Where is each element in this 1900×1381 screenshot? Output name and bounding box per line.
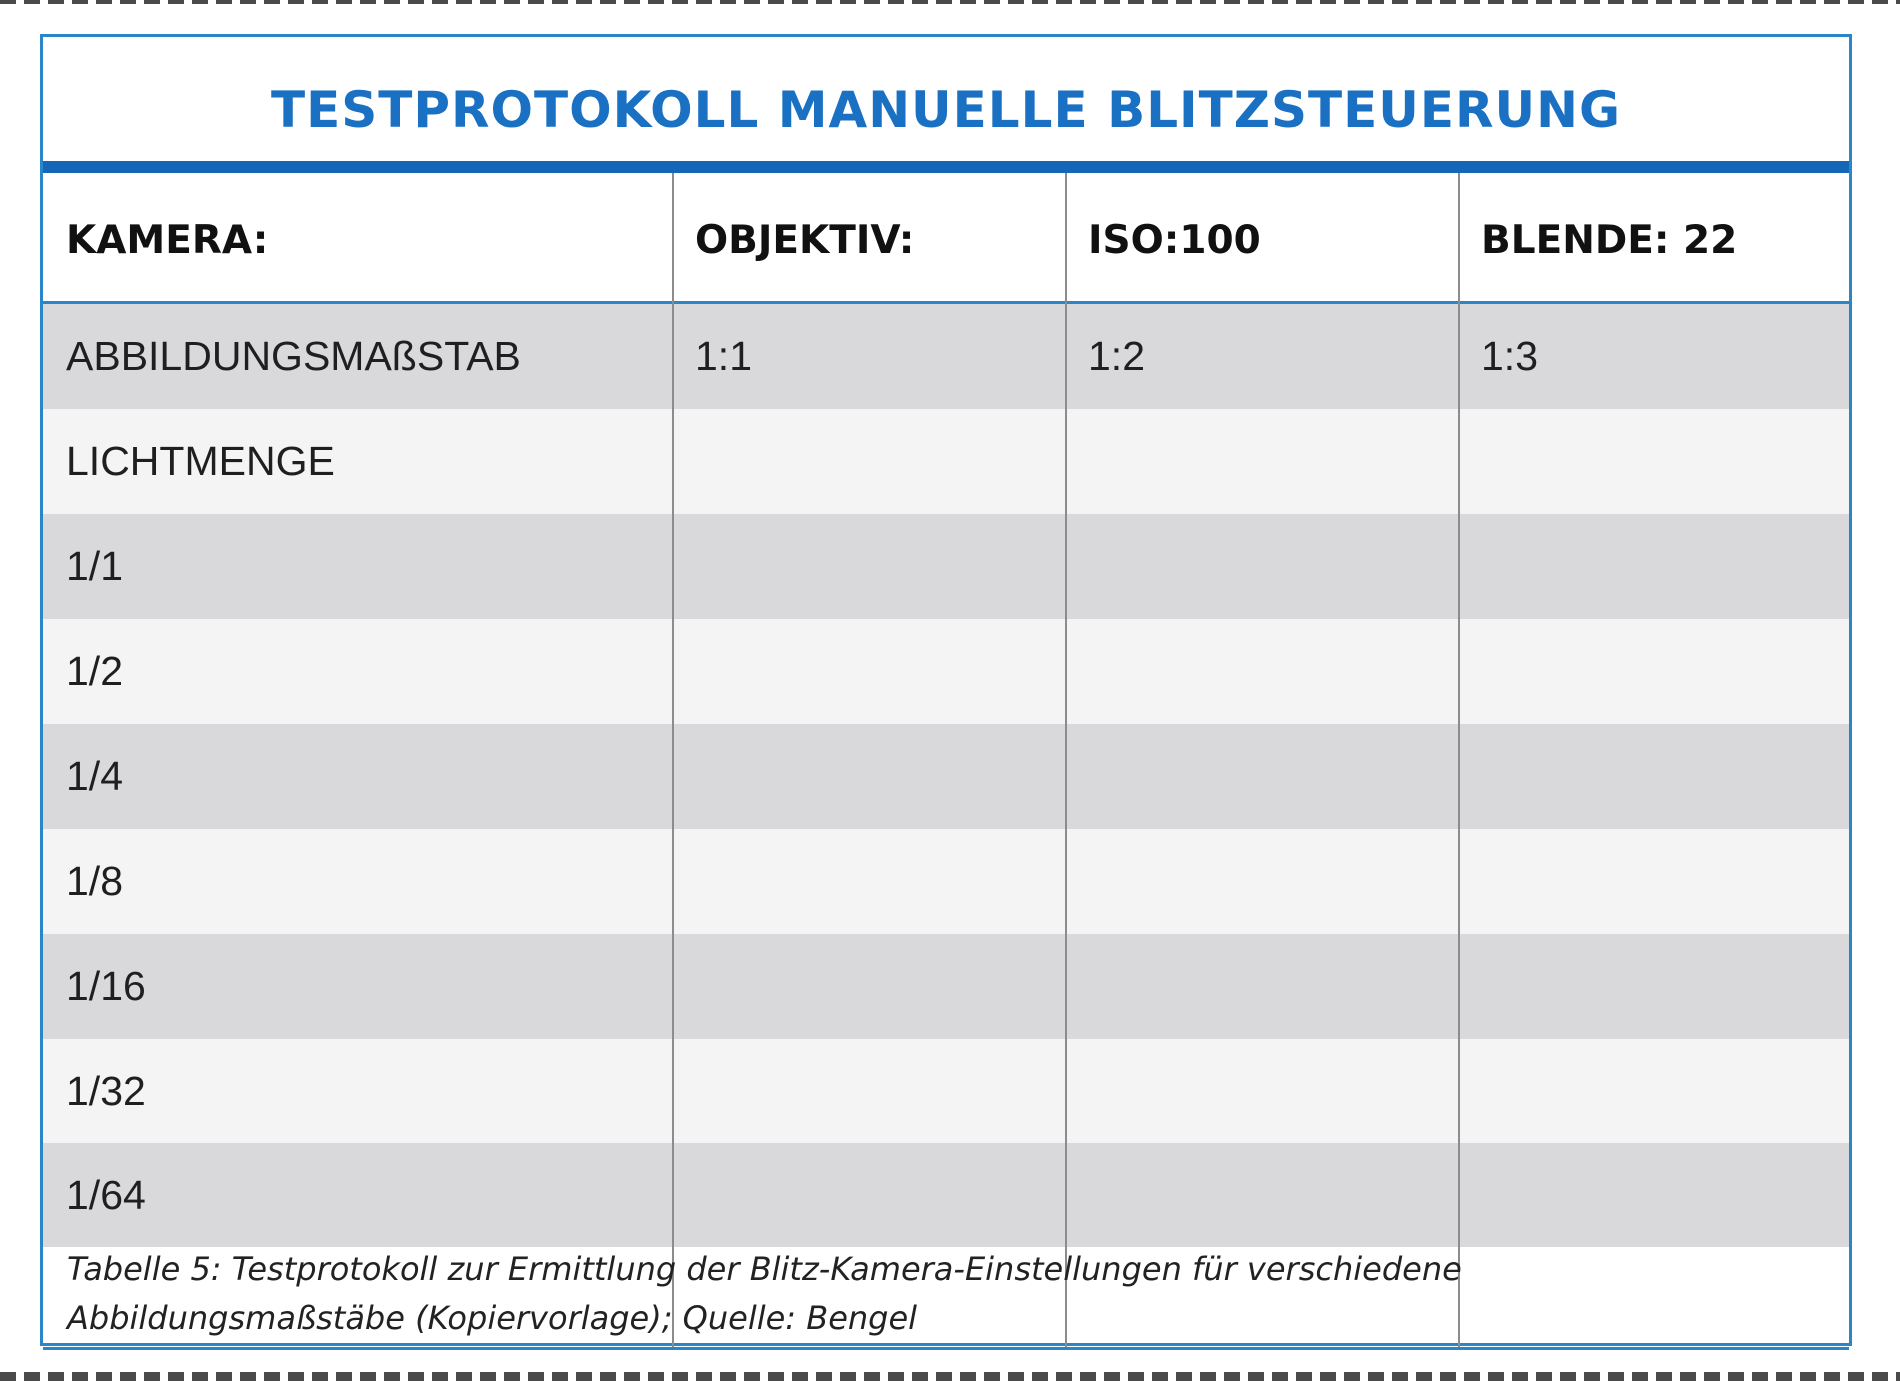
header-divider	[43, 301, 1849, 304]
row-label: 1/32	[66, 1067, 146, 1114]
table-row: 1/16	[43, 934, 1849, 1039]
table-cell	[1065, 1143, 1458, 1247]
table-cell	[1458, 514, 1849, 619]
table-cell	[1458, 1039, 1849, 1143]
column-divider	[1458, 173, 1460, 1347]
caption-line: Abbildungsmaßstäbe (Kopiervorlage); Quel…	[67, 1299, 918, 1337]
table-cell	[1458, 1143, 1849, 1247]
row-label: 1/64	[66, 1171, 146, 1218]
row-label: 1/1	[66, 543, 123, 589]
table-row: LICHTMENGE	[43, 409, 1849, 514]
table-cell	[672, 1143, 1065, 1247]
table-cell	[1065, 934, 1458, 1039]
table-cell	[672, 409, 1065, 514]
table-row: 1/8	[43, 829, 1849, 934]
table-cell	[1458, 409, 1849, 514]
table-cell: 1:2	[1088, 333, 1145, 379]
table-row: ABBILDUNGSMAßSTAB 1:1 1:2 1:3	[43, 304, 1849, 409]
table-cell	[672, 934, 1065, 1039]
row-label: 1/16	[66, 963, 146, 1009]
table-cell	[672, 1039, 1065, 1143]
table-cell	[1458, 829, 1849, 934]
table-cell: 1:1	[695, 333, 752, 379]
title-area: TESTPROTOKOLL MANUELLE BLITZSTEUERUNG	[43, 37, 1849, 163]
table-cell	[672, 724, 1065, 829]
table-bottom-divider	[43, 1347, 1849, 1350]
table-cell	[672, 619, 1065, 724]
table-cell	[1065, 619, 1458, 724]
table-cell	[1065, 514, 1458, 619]
table-row: 1/32	[43, 1039, 1849, 1143]
top-dashed-border	[0, 0, 1900, 4]
table-row: 1/2	[43, 619, 1849, 724]
header-kamera: KAMERA:	[66, 217, 269, 263]
table-cell	[1065, 409, 1458, 514]
caption-line: Tabelle 5: Testprotokoll zur Ermittlung …	[67, 1250, 1462, 1288]
table-cell	[672, 829, 1065, 934]
row-label: ABBILDUNGSMAßSTAB	[66, 333, 521, 379]
header-objektiv: OBJEKTIV:	[695, 217, 915, 263]
row-label: 1/8	[66, 858, 123, 904]
row-label: 1/4	[66, 753, 123, 799]
table-cell	[1065, 829, 1458, 934]
table-caption: Tabelle 5: Testprotokoll zur Ermittlung …	[67, 1245, 1667, 1343]
column-divider	[1065, 173, 1067, 1347]
table-cell	[1458, 619, 1849, 724]
header-blende: BLENDE: 22	[1481, 217, 1738, 263]
table-title: TESTPROTOKOLL MANUELLE BLITZSTEUERUNG	[270, 81, 1622, 139]
protocol-table-frame: TESTPROTOKOLL MANUELLE BLITZSTEUERUNG KA…	[40, 34, 1852, 1350]
bottom-dashed-border	[0, 1372, 1900, 1381]
table-cell	[1065, 1039, 1458, 1143]
column-divider	[672, 173, 674, 1347]
table-cell	[1065, 724, 1458, 829]
row-label: 1/2	[66, 648, 123, 694]
header-iso: ISO:100	[1088, 217, 1261, 263]
table-cell	[672, 514, 1065, 619]
protocol-grid: KAMERA: OBJEKTIV: ISO:100 BLENDE: 22 ABB…	[43, 173, 1849, 1350]
row-label: LICHTMENGE	[66, 438, 335, 484]
table-row: 1/1	[43, 514, 1849, 619]
table-cell	[1458, 724, 1849, 829]
header-row: KAMERA: OBJEKTIV: ISO:100 BLENDE: 22	[43, 173, 1849, 301]
title-divider	[43, 161, 1849, 173]
table-cell: 1:3	[1481, 333, 1538, 379]
table-cell	[1458, 934, 1849, 1039]
table-row: 1/64	[43, 1143, 1849, 1247]
table-row: 1/4	[43, 724, 1849, 829]
